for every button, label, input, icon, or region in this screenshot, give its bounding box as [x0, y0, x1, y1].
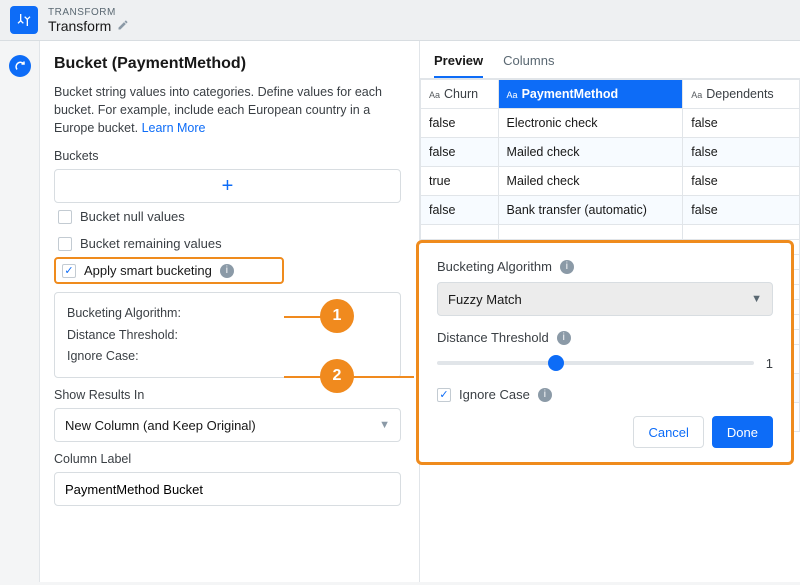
header: TRANSFORM Transform [0, 0, 800, 41]
algo-label: Bucketing Algorithm i [437, 259, 773, 274]
done-button[interactable]: Done [712, 416, 773, 448]
select-value: Fuzzy Match [448, 292, 522, 307]
edit-icon[interactable] [117, 18, 129, 34]
checkbox[interactable] [62, 264, 76, 278]
header-text: TRANSFORM Transform [48, 7, 129, 34]
show-results-label: Show Results In [54, 388, 401, 402]
table-row: falseElectronic checkfalse [421, 109, 800, 138]
col-header[interactable]: AaChurn [421, 80, 499, 109]
checkbox[interactable] [437, 388, 451, 402]
cancel-button[interactable]: Cancel [633, 416, 703, 448]
bucket-remaining-row[interactable]: Bucket remaining values [54, 230, 401, 257]
info-icon[interactable]: i [220, 264, 234, 278]
distance-slider[interactable]: 1 [437, 353, 773, 373]
add-bucket-button[interactable]: + [54, 169, 401, 203]
table-row [421, 225, 800, 240]
plus-icon: + [222, 175, 234, 198]
left-rail [0, 41, 40, 582]
apply-smart-row[interactable]: Apply smart bucketing i [54, 257, 284, 284]
buckets-label: Buckets [54, 149, 401, 163]
column-label-input[interactable] [54, 472, 401, 506]
distance-label: Distance Threshold i [437, 330, 773, 345]
slider-value: 1 [766, 356, 773, 371]
popover-actions: Cancel Done [437, 416, 773, 448]
slider-track [437, 361, 754, 365]
col-header-active[interactable]: AaPaymentMethod [498, 80, 683, 109]
chevron-down-icon: ▼ [751, 293, 762, 305]
bucket-null-row[interactable]: Bucket null values [54, 203, 401, 230]
chevron-down-icon: ▼ [379, 419, 390, 431]
table-row: falseMailed checkfalse [421, 138, 800, 167]
tab-preview[interactable]: Preview [434, 53, 483, 78]
tab-columns[interactable]: Columns [503, 53, 554, 78]
col-header[interactable]: AaDependents [683, 80, 800, 109]
header-kicker: TRANSFORM [48, 7, 129, 18]
checkbox-label: Bucket remaining values [80, 236, 222, 251]
checkbox[interactable] [58, 237, 72, 251]
show-results-select[interactable]: New Column (and Keep Original) ▼ [54, 408, 401, 442]
config-panel: Bucket (PaymentMethod) Bucket string val… [40, 41, 420, 582]
slider-thumb[interactable] [548, 355, 564, 371]
learn-more-link[interactable]: Learn More [142, 121, 206, 135]
callout-2: 2 [320, 359, 354, 393]
checkbox-label: Bucket null values [80, 209, 185, 224]
refresh-icon[interactable] [9, 55, 31, 77]
callout-1: 1 [320, 299, 354, 333]
info-icon[interactable]: i [557, 331, 571, 345]
table-row: falseBank transfer (automatic)false [421, 196, 800, 225]
checkbox-label: Apply smart bucketing [84, 263, 212, 278]
tabs: Preview Columns [420, 41, 800, 79]
panel-description: Bucket string values into categories. De… [54, 83, 401, 137]
algorithm-popover: Bucketing Algorithm i Fuzzy Match ▼ Dist… [416, 240, 794, 465]
ignore-case-row[interactable]: Ignore Case i [437, 383, 773, 406]
column-label-label: Column Label [54, 452, 401, 466]
panel-title: Bucket (PaymentMethod) [54, 55, 401, 73]
algorithm-select[interactable]: Fuzzy Match ▼ [437, 282, 773, 316]
transform-icon [10, 6, 38, 34]
table-row: trueMailed checkfalse [421, 167, 800, 196]
info-icon[interactable]: i [560, 260, 574, 274]
checkbox[interactable] [58, 210, 72, 224]
connector [284, 316, 324, 318]
select-value: New Column (and Keep Original) [65, 418, 256, 433]
info-icon[interactable]: i [538, 388, 552, 402]
header-title: Transform [48, 18, 111, 34]
checkbox-label: Ignore Case [459, 387, 530, 402]
